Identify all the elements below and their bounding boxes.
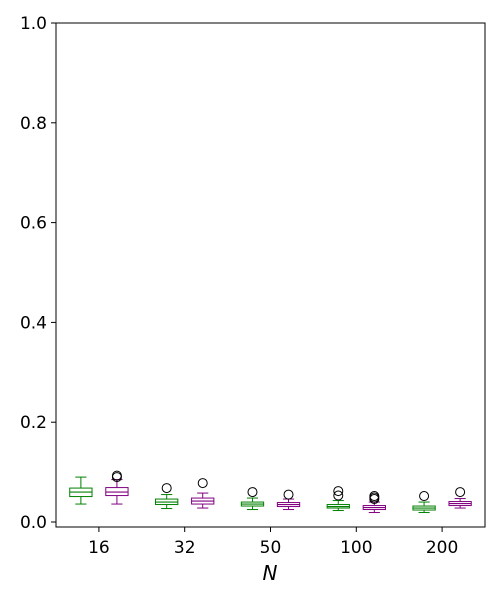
outlier-point <box>111 470 122 481</box>
x-tick-label: 100 <box>340 538 372 558</box>
box <box>362 491 386 514</box>
box <box>326 486 350 512</box>
box <box>276 489 301 511</box>
outlier-point <box>369 491 380 502</box>
y-axis: 0.0 0.2 0.4 0.6 0.8 1.0 <box>20 14 56 533</box>
outlier-point <box>161 483 172 494</box>
y-tick-label: 0.2 <box>20 413 47 433</box>
x-axis-label: N <box>263 561 278 585</box>
y-tick-label: 0.0 <box>20 513 47 533</box>
box <box>412 491 436 514</box>
plot-area <box>55 22 486 528</box>
x-tick-label: 32 <box>174 538 196 558</box>
box <box>240 487 265 511</box>
box <box>191 478 215 509</box>
box <box>448 487 472 509</box>
y-tick-label: 1.0 <box>20 14 47 34</box>
x-axis: 16 32 50 100 200 <box>88 527 458 558</box>
outlier-point <box>455 487 466 498</box>
box-series <box>69 470 472 514</box>
box <box>69 476 93 505</box>
y-tick-label: 0.4 <box>20 313 47 333</box>
outlier-point <box>333 486 344 497</box>
outlier-point <box>247 487 258 498</box>
y-tick-label: 0.8 <box>20 114 47 134</box>
box <box>155 483 179 510</box>
x-tick-label: 200 <box>426 538 458 558</box>
x-tick-label: 16 <box>88 538 110 558</box>
outlier-point <box>419 491 430 502</box>
outlier-point <box>197 478 208 489</box>
outlier-point <box>283 489 294 500</box>
y-tick-label: 0.6 <box>20 214 47 234</box>
x-tick-label: 50 <box>260 538 282 558</box>
box <box>105 470 129 505</box>
outlier-point <box>333 490 344 501</box>
